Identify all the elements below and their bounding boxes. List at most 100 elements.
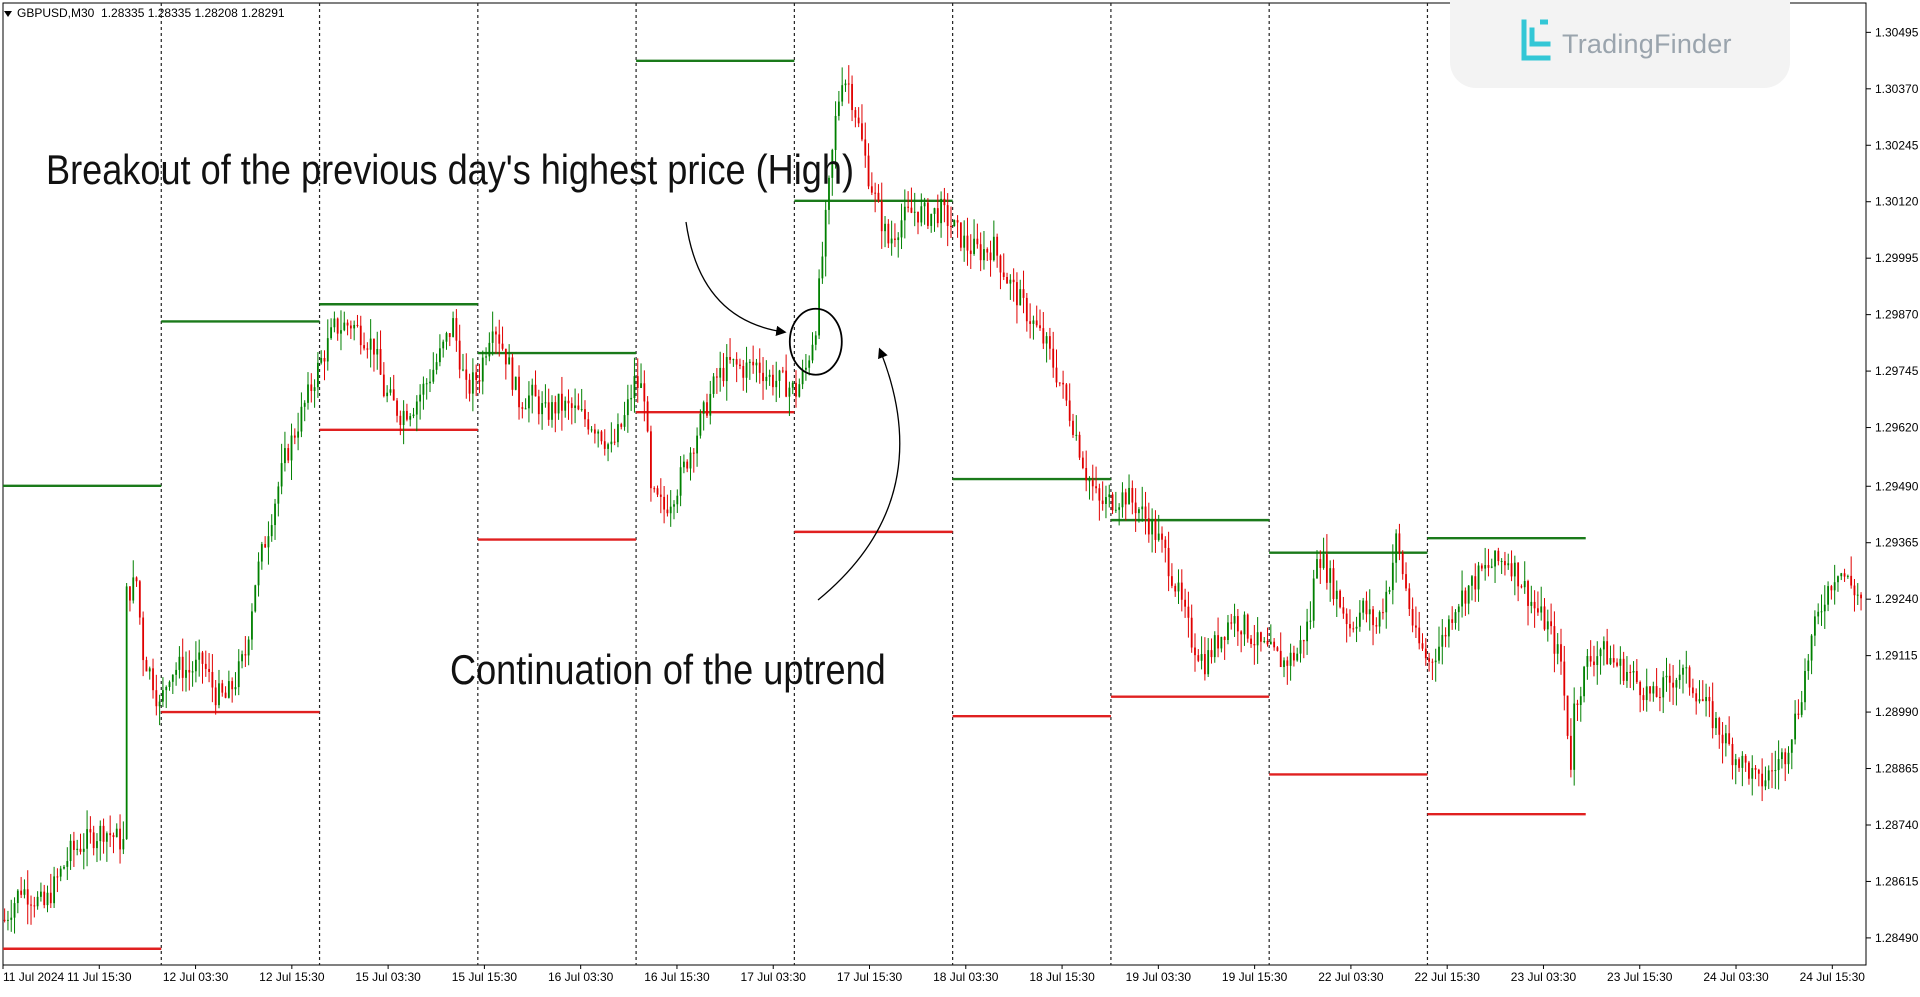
candle-body	[1299, 640, 1302, 654]
y-tick-label: 1.28865	[1875, 762, 1919, 776]
candle-body	[1065, 384, 1068, 401]
candle-body	[663, 496, 666, 510]
candle-body	[415, 401, 418, 415]
candle-body	[1513, 562, 1516, 577]
candle-body	[1378, 612, 1381, 627]
candle-body	[244, 654, 247, 656]
candle-body	[1213, 635, 1216, 658]
candle-body	[43, 891, 46, 906]
candle-body	[900, 220, 903, 238]
candle-body	[732, 359, 735, 361]
candle-body	[1797, 713, 1800, 715]
candle-body	[1319, 559, 1322, 568]
candle-body	[1230, 622, 1233, 624]
candle-body	[864, 139, 867, 156]
candle-body	[254, 585, 257, 612]
candle-body	[1332, 568, 1335, 600]
candle-body	[419, 394, 422, 402]
candle-body	[290, 435, 293, 461]
candle-body	[475, 372, 478, 380]
candle-body	[1382, 612, 1384, 614]
candle-body	[824, 209, 827, 257]
candle-body	[1322, 554, 1325, 568]
candle-body	[989, 252, 992, 261]
candle-body	[115, 828, 118, 838]
candle-body	[412, 414, 415, 417]
candle-body	[1659, 696, 1661, 698]
candle-body	[692, 452, 695, 454]
candle-body	[234, 687, 237, 690]
candle-body	[1695, 693, 1698, 702]
candle-body	[1095, 486, 1097, 489]
candle-body	[1131, 487, 1134, 503]
candle-body	[92, 832, 95, 849]
candle-body	[191, 671, 194, 673]
candle-body	[1711, 701, 1714, 729]
candle-body	[1190, 617, 1193, 648]
candle-body	[102, 825, 105, 842]
candle-body	[590, 429, 593, 431]
candle-body	[356, 324, 359, 326]
candle-body	[1550, 621, 1553, 627]
candle-body	[1517, 562, 1520, 587]
candle-body	[1527, 581, 1529, 606]
candle-body	[30, 904, 32, 906]
candle-body	[89, 829, 92, 833]
candle-body	[1217, 635, 1219, 649]
candle-body	[20, 890, 23, 895]
candle-body	[894, 238, 896, 241]
candle-body	[422, 383, 425, 395]
candle-body	[1058, 382, 1061, 384]
candle-body	[1385, 591, 1388, 613]
candle-body	[330, 327, 332, 339]
candle-body	[1583, 666, 1585, 697]
candle-body	[1629, 671, 1632, 673]
candle-body	[260, 544, 263, 562]
candle-body	[376, 349, 379, 355]
candle-body	[1480, 565, 1483, 569]
candle-body	[1114, 509, 1117, 511]
candle-body	[1537, 608, 1539, 613]
x-tick-label: 11 Jul 2024	[3, 970, 64, 984]
candle-body	[630, 398, 633, 400]
candle-body	[1510, 563, 1513, 577]
candle-body	[969, 250, 972, 254]
candle-body	[1035, 320, 1038, 326]
dropdown-triangle-icon[interactable]	[4, 10, 12, 17]
candle-body	[653, 488, 656, 490]
candle-body	[1675, 680, 1678, 688]
candle-body	[1454, 612, 1457, 623]
candle-body	[1171, 576, 1173, 586]
candle-body	[135, 577, 138, 582]
candle-body	[610, 441, 613, 445]
candle-body	[185, 669, 187, 678]
candle-body	[1823, 604, 1826, 612]
candle-body	[96, 841, 98, 849]
candle-body	[801, 369, 804, 385]
candle-body	[468, 379, 471, 394]
candle-body	[953, 220, 956, 227]
candle-body	[986, 249, 989, 253]
candle-body	[1441, 634, 1444, 647]
candle-body	[1741, 755, 1744, 768]
candle-body	[933, 208, 936, 214]
candle-body	[343, 322, 346, 331]
candle-body	[277, 486, 280, 504]
candle-body	[1731, 743, 1734, 766]
candle-body	[567, 400, 570, 404]
candle-body	[643, 383, 646, 402]
candle-body	[1494, 550, 1496, 567]
candle-body	[913, 211, 916, 213]
candle-body	[884, 223, 886, 232]
candle-body	[1837, 576, 1839, 583]
candle-body	[1012, 279, 1015, 283]
candle-body	[181, 656, 184, 678]
candle-body	[1025, 297, 1028, 322]
candle-body	[1174, 585, 1177, 592]
annotation-breakout: Breakout of the previous day's highest p…	[46, 146, 854, 193]
candle-body	[1464, 590, 1467, 604]
candle-body	[396, 400, 398, 416]
candle-body	[943, 198, 946, 206]
